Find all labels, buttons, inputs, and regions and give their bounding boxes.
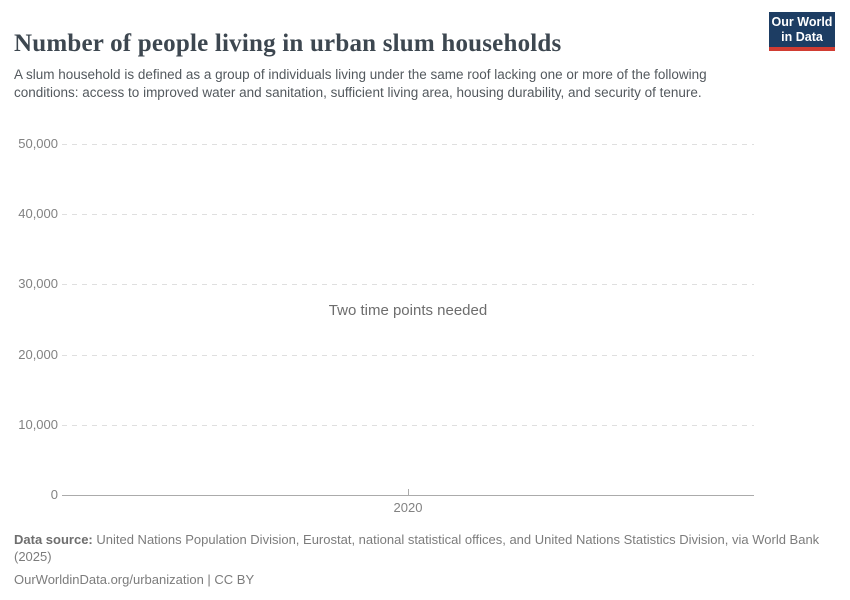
y-tick-label: 0 — [50, 487, 58, 502]
owid-logo-text-line1: Our World — [771, 14, 833, 29]
y-tick-label: 10,000 — [18, 417, 58, 432]
x-tick-mark — [408, 489, 409, 495]
chart-title: Number of people living in urban slum ho… — [14, 29, 562, 57]
y-tick-label: 40,000 — [18, 206, 58, 221]
byline-separator: | — [203, 572, 215, 587]
license-label: CC BY — [214, 572, 255, 587]
data-source-text: United Nations Population Division, Euro… — [14, 532, 820, 564]
y-gridline — [62, 425, 754, 426]
owid-url-link[interactable]: OurWorldinData.org/urbanization — [14, 572, 204, 587]
chart-subtitle: A slum household is defined as a group o… — [14, 66, 707, 100]
empty-state-message: Two time points needed — [328, 302, 488, 319]
x-tick-label: 2020 — [393, 500, 423, 515]
data-source-label: Data source: — [14, 532, 93, 547]
y-gridline — [62, 284, 754, 285]
byline: OurWorldinData.org/urbanization | CC BY — [14, 571, 830, 588]
owid-logo-text-line2: in Data — [781, 29, 823, 44]
y-gridline — [62, 214, 754, 215]
owid-logo-red-bar — [769, 47, 835, 51]
chart-footer: Data source: United Nations Population D… — [14, 531, 830, 588]
y-tick-label: 20,000 — [18, 347, 58, 362]
y-gridline — [62, 144, 754, 145]
y-tick-label: 50,000 — [18, 136, 58, 151]
owid-logo-box: Our World in Data — [769, 12, 835, 47]
y-tick-label: 30,000 — [18, 276, 58, 291]
y-gridline — [62, 355, 754, 356]
owid-logo: Our World in Data — [769, 12, 835, 51]
x-axis-line — [62, 495, 754, 496]
data-source-line: Data source: United Nations Population D… — [14, 531, 830, 565]
